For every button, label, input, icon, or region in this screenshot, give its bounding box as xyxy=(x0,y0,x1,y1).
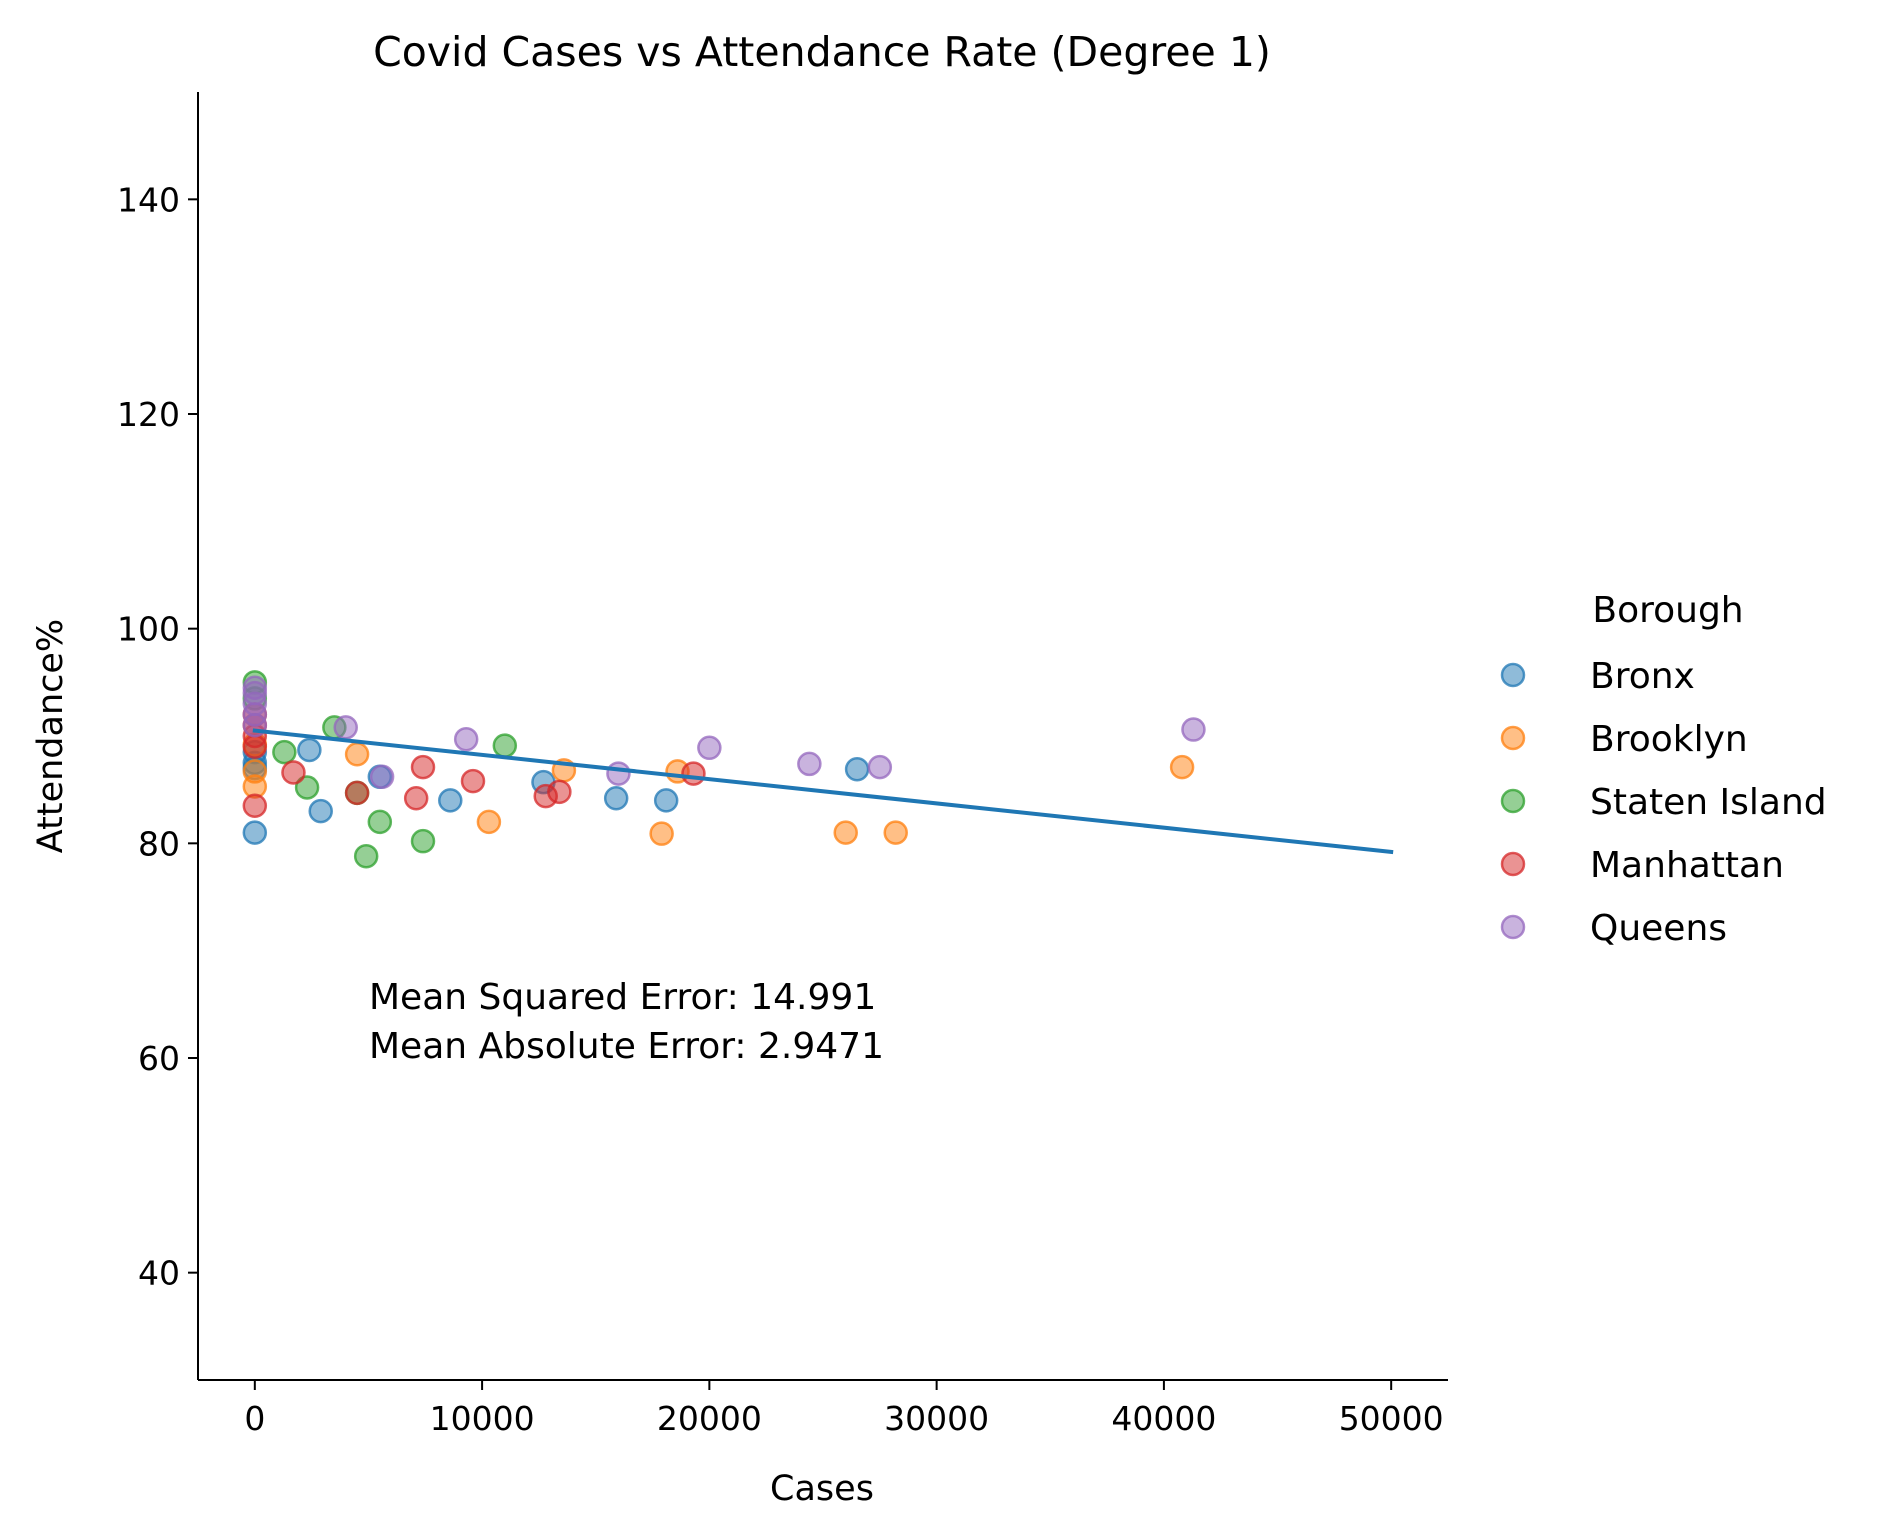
point-staten-island xyxy=(410,828,436,854)
point-staten-island xyxy=(272,739,297,765)
point-brooklyn xyxy=(344,741,370,767)
annotation-mae: Mean Absolute Error: 2.9471 xyxy=(369,1026,884,1067)
y-tick-label: 120 xyxy=(117,395,180,434)
point-manhattan xyxy=(681,761,706,786)
legend-marker-bronx xyxy=(1500,662,1526,688)
point-manhattan xyxy=(460,768,486,794)
point-manhattan xyxy=(403,786,429,811)
point-bronx xyxy=(242,820,268,845)
point-staten-island xyxy=(353,843,379,869)
plot-area xyxy=(242,670,1206,869)
legend: Borough Bronx Brooklyn Staten Island Manhat… xyxy=(1500,590,1827,949)
point-bronx xyxy=(297,737,322,763)
legend-label-queens: Queens xyxy=(1590,908,1727,949)
x-tick-label: 0 xyxy=(244,1399,265,1438)
regression-line xyxy=(252,728,1394,855)
point-brooklyn xyxy=(242,759,268,784)
legend-label-brooklyn: Brooklyn xyxy=(1590,719,1748,760)
y-tick-label: 40 xyxy=(138,1254,180,1293)
point-brooklyn xyxy=(649,821,674,846)
point-queens xyxy=(606,761,631,786)
y-tick-label: 80 xyxy=(138,824,180,863)
point-queens xyxy=(369,764,395,790)
point-brooklyn xyxy=(476,809,502,835)
point-bronx xyxy=(653,788,679,813)
legend-marker-queens xyxy=(1500,914,1526,940)
x-tick-label: 20000 xyxy=(657,1399,762,1438)
point-queens xyxy=(242,675,268,700)
point-queens xyxy=(333,715,358,740)
legend-label-manhattan: Manhattan xyxy=(1590,845,1784,886)
regression-line-group xyxy=(252,728,1394,855)
point-manhattan xyxy=(281,760,306,785)
point-manhattan xyxy=(344,780,370,806)
point-manhattan xyxy=(547,779,572,805)
x-tick-label: 30000 xyxy=(884,1399,989,1438)
x-ticks: 0 10000 20000 30000 40000 50000 xyxy=(244,1380,1444,1438)
legend-label-bronx: Bronx xyxy=(1590,656,1695,697)
chart-title: Covid Cases vs Attendance Rate (Degree 1… xyxy=(373,28,1271,76)
point-staten-island xyxy=(294,775,320,800)
legend-marker-staten-island xyxy=(1500,788,1526,814)
legend-marker-manhattan xyxy=(1500,851,1526,877)
point-manhattan xyxy=(410,754,436,780)
point-bronx xyxy=(438,788,463,813)
legend-marker-brooklyn xyxy=(1500,725,1526,751)
point-staten-island xyxy=(367,809,393,835)
point-staten-island xyxy=(492,733,518,758)
y-tick-label: 100 xyxy=(117,610,180,649)
point-bronx xyxy=(603,786,629,811)
x-tick-label: 50000 xyxy=(1339,1399,1444,1438)
point-queens xyxy=(1181,717,1206,742)
point-brooklyn xyxy=(833,820,858,845)
x-axis-title: Cases xyxy=(770,1469,874,1509)
point-manhattan xyxy=(242,793,268,819)
x-tick-label: 10000 xyxy=(430,1399,535,1438)
point-bronx xyxy=(308,798,333,824)
point-queens xyxy=(867,754,893,780)
point-bronx xyxy=(844,757,870,782)
annotation-mse: Mean Squared Error: 14.991 xyxy=(369,977,876,1018)
y-tick-label: 140 xyxy=(117,180,180,219)
point-queens xyxy=(797,751,822,777)
y-tick-label: 60 xyxy=(138,1039,180,1078)
point-queens xyxy=(697,735,722,761)
point-brooklyn xyxy=(883,820,908,845)
y-axis-title: Attendance% xyxy=(31,619,71,853)
legend-label-staten-island: Staten Island xyxy=(1590,782,1827,823)
x-tick-label: 40000 xyxy=(1111,1399,1216,1438)
point-queens xyxy=(453,726,479,752)
point-brooklyn xyxy=(1169,754,1195,780)
legend-title: Borough xyxy=(1592,590,1743,631)
y-ticks: 40 60 80 100 120 140 xyxy=(117,180,198,1293)
